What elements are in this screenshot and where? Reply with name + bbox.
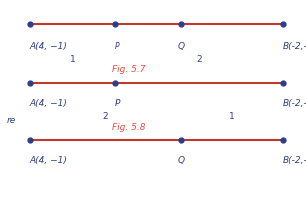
Text: 2: 2 <box>196 55 202 64</box>
Text: A(4, −1): A(4, −1) <box>30 156 68 165</box>
Text: re: re <box>7 116 16 125</box>
Text: B(-2,-3): B(-2,-3) <box>283 42 306 51</box>
Text: 1: 1 <box>229 112 235 122</box>
Text: Q: Q <box>178 156 185 165</box>
Text: A(4, −1): A(4, −1) <box>30 99 68 108</box>
Text: P: P <box>115 42 120 51</box>
Text: 1: 1 <box>69 55 75 64</box>
Text: B(-2,-3): B(-2,-3) <box>283 156 306 165</box>
Text: 2: 2 <box>102 112 108 122</box>
Text: Fig. 5.7: Fig. 5.7 <box>112 65 146 74</box>
Text: Fig. 5.8: Fig. 5.8 <box>112 123 146 132</box>
Text: A(4, −1): A(4, −1) <box>30 42 68 51</box>
Text: Q: Q <box>178 42 185 51</box>
Text: B(-2,-3): B(-2,-3) <box>283 99 306 108</box>
Text: P: P <box>115 99 121 108</box>
